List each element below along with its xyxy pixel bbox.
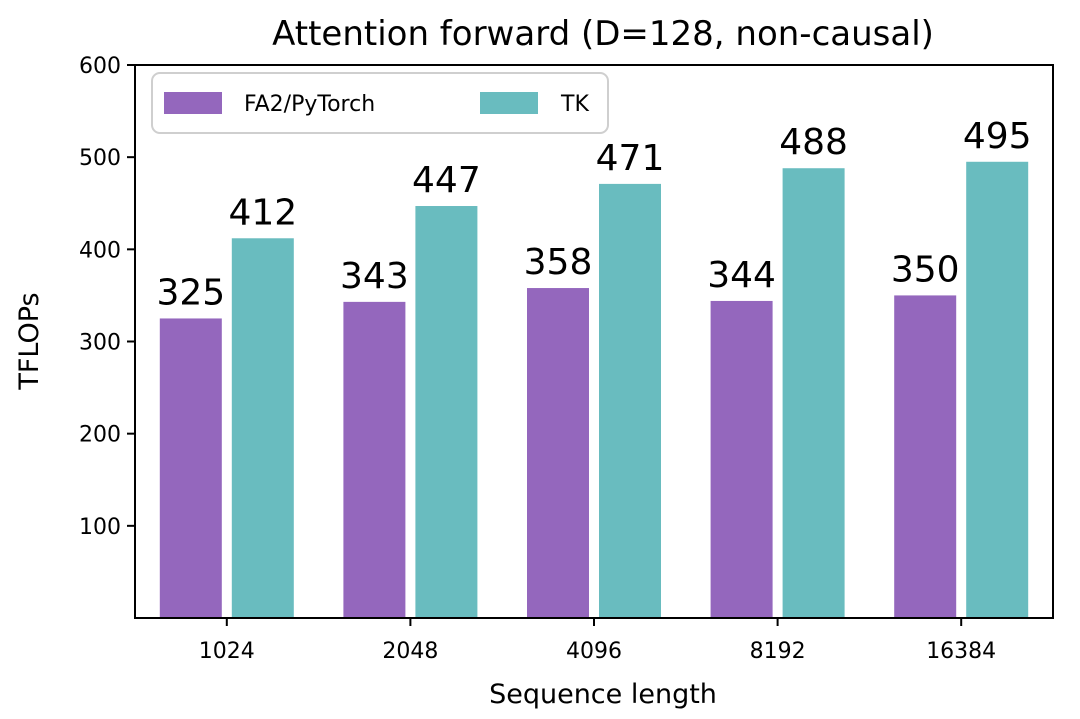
- value-label-tk-16384: 495: [963, 116, 1032, 157]
- bar-tk-1024: [231, 238, 294, 619]
- bar-fa2-2048: [343, 301, 406, 618]
- value-label-fa2-16384: 350: [891, 249, 960, 290]
- value-label-tk-2048: 447: [412, 160, 481, 201]
- x-tick-label-1024: 1024: [199, 639, 255, 664]
- legend-label-tk: TK: [560, 92, 589, 117]
- value-label-fa2-1024: 325: [156, 272, 225, 313]
- bar-fa2-8192: [710, 300, 773, 618]
- y-axis-label: TFLOPs: [14, 292, 45, 390]
- bar-tk-16384: [966, 161, 1029, 618]
- y-tick-label-400: 400: [79, 238, 121, 263]
- bar-tk-4096: [599, 183, 661, 618]
- x-axis: 1024 2048 4096 8192 16384: [199, 618, 996, 664]
- legend-label-fa2: FA2/PyTorch: [244, 92, 375, 117]
- value-label-fa2-4096: 358: [524, 242, 593, 283]
- chart-title: Attention forward (D=128, non-causal): [272, 14, 934, 54]
- bar-fa2-1024: [159, 318, 222, 618]
- value-label-tk-1024: 412: [228, 192, 297, 233]
- value-label-tk-4096: 471: [596, 138, 665, 179]
- y-tick-label-100: 100: [79, 515, 121, 540]
- y-tick-label-300: 300: [79, 331, 121, 356]
- y-axis: 100 200 300 400 500 600: [79, 54, 135, 540]
- x-tick-label-4096: 4096: [566, 639, 622, 664]
- value-label-fa2-2048: 343: [340, 256, 409, 297]
- legend-box: [151, 72, 609, 134]
- bar-fa2-4096: [527, 288, 589, 618]
- y-tick-label-600: 600: [79, 54, 121, 79]
- legend-swatch-fa2: [164, 92, 222, 114]
- x-tick-label-2048: 2048: [382, 639, 438, 664]
- bars-layer: [159, 161, 1029, 619]
- bar-tk-8192: [782, 168, 845, 618]
- bar-fa2-16384: [894, 295, 957, 618]
- y-tick-label-500: 500: [79, 146, 121, 171]
- legend-swatch-tk: [480, 92, 538, 114]
- x-tick-label-8192: 8192: [750, 639, 806, 664]
- bar-tk-2048: [415, 206, 478, 618]
- value-label-tk-8192: 488: [779, 122, 848, 163]
- x-axis-label: Sequence length: [489, 679, 717, 710]
- value-label-fa2-8192: 344: [707, 255, 776, 296]
- legend: FA2/PyTorch TK: [151, 72, 609, 134]
- y-tick-label-200: 200: [79, 423, 121, 448]
- x-tick-label-16384: 16384: [926, 639, 996, 664]
